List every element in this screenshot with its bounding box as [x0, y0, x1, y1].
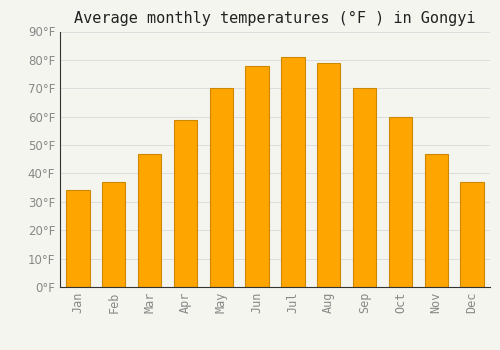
Bar — [66, 190, 90, 287]
Bar — [246, 65, 268, 287]
Bar — [174, 119, 197, 287]
Bar — [353, 88, 376, 287]
Title: Average monthly temperatures (°F ) in Gongyi: Average monthly temperatures (°F ) in Go… — [74, 11, 476, 26]
Bar — [210, 88, 233, 287]
Bar — [389, 117, 412, 287]
Bar — [424, 154, 448, 287]
Bar — [282, 57, 304, 287]
Bar — [138, 154, 161, 287]
Bar — [102, 182, 126, 287]
Bar — [317, 63, 340, 287]
Bar — [460, 182, 483, 287]
